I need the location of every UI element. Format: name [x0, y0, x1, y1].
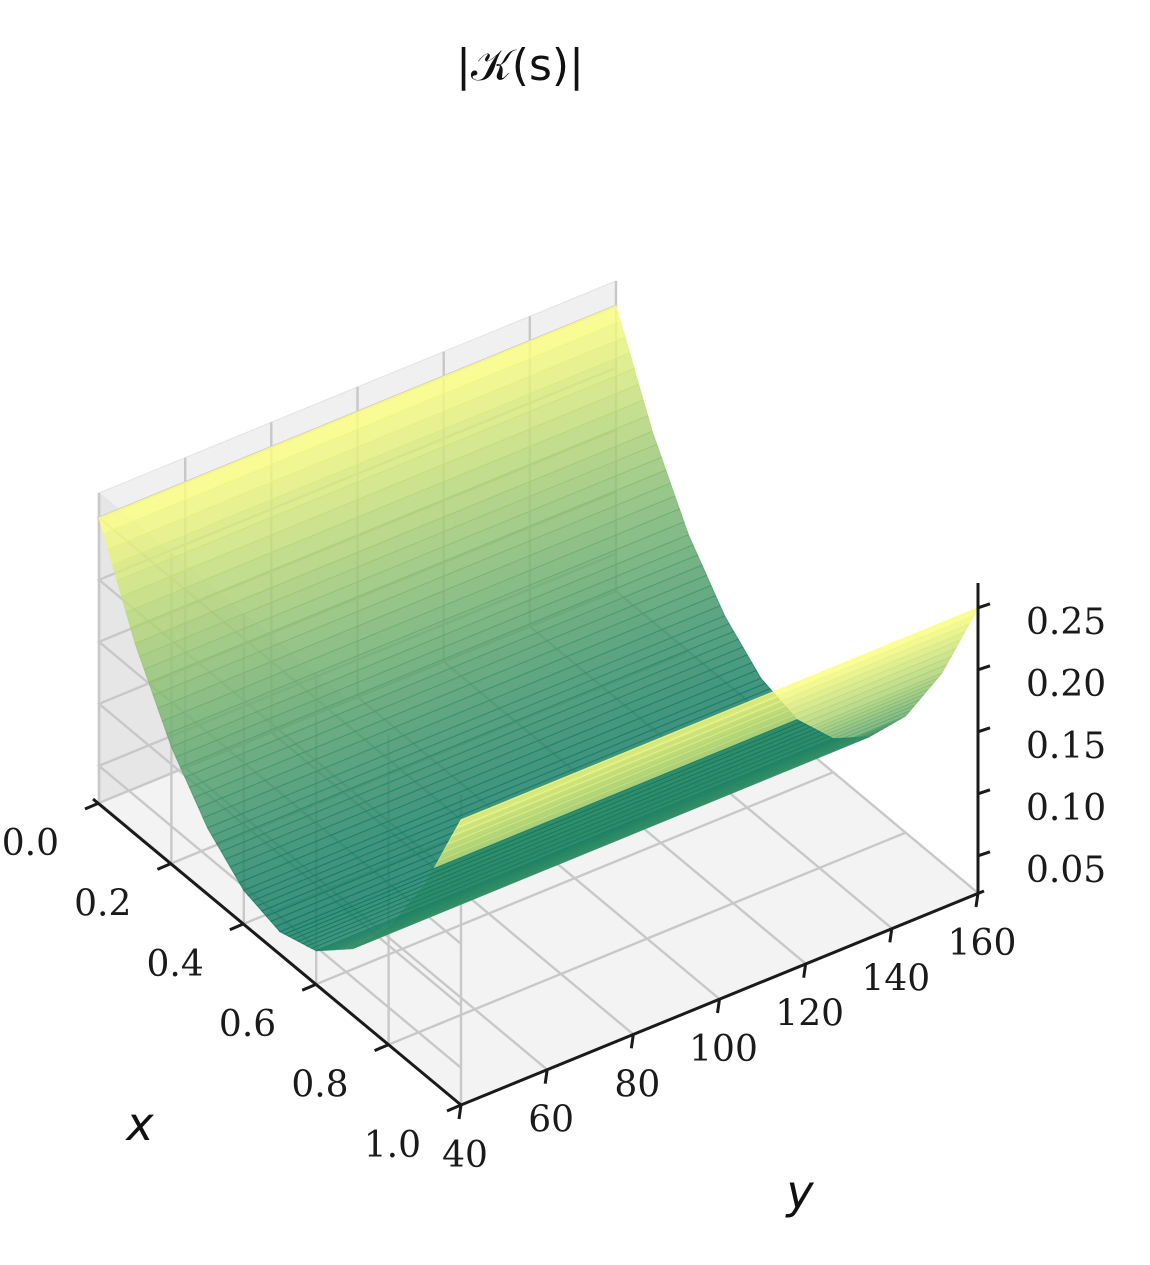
x-tick-label: 0.6 — [219, 1004, 276, 1045]
z-tick-mark — [977, 788, 991, 796]
z-tick-label: 0.05 — [1026, 850, 1106, 891]
y-tick-label: 120 — [775, 994, 844, 1035]
y-axis-title: y — [784, 1165, 814, 1219]
chart-title: |𝒦(s)| — [456, 40, 584, 91]
z-tick-label: 0.10 — [1026, 788, 1106, 829]
tick-labels: 0.0 0.2 0.4 0.6 0.8 1.0 40 60 80 100 120 140 1600.05… — [2, 602, 1106, 1176]
x-tick-label: 0.8 — [291, 1065, 348, 1106]
x-tick-mark — [84, 801, 100, 811]
x-tick-label: 0.0 — [2, 823, 59, 864]
surface-strip — [278, 719, 803, 935]
y-tick-label: 60 — [528, 1100, 574, 1141]
y-tick-label: 40 — [442, 1135, 488, 1176]
x-tick-mark — [446, 1103, 462, 1113]
z-tick-label: 0.25 — [1026, 602, 1106, 643]
y-tick-label: 140 — [861, 958, 930, 999]
z-tick-mark — [977, 850, 991, 858]
x-tick-mark — [156, 862, 172, 871]
y-tick-label: 80 — [614, 1064, 660, 1105]
z-tick-label: 0.20 — [1026, 664, 1106, 705]
z-tick-label: 0.15 — [1026, 726, 1106, 767]
y-tick-mark — [457, 1104, 463, 1120]
y-tick-mark — [629, 1034, 635, 1049]
x-tick-mark — [374, 1043, 390, 1052]
x-tick-label: 0.2 — [74, 883, 131, 924]
y-tick-mark — [716, 998, 721, 1014]
surface — [98, 305, 980, 952]
z-tick-mark — [977, 602, 991, 610]
y-tick-mark — [543, 1069, 549, 1084]
x-axis-line — [92, 797, 462, 1107]
y-axis-line — [460, 889, 985, 1107]
z-tick-mark — [977, 726, 991, 734]
y-tick-mark — [802, 963, 808, 978]
y-tick-label: 100 — [689, 1029, 758, 1070]
x-axis-title: x — [124, 1097, 154, 1151]
y-tick-label: 160 — [948, 923, 1017, 964]
x-tick-label: 1.0 — [364, 1125, 421, 1166]
x-tick-mark — [301, 982, 317, 992]
x-tick-mark — [229, 922, 245, 932]
y-tick-mark — [888, 928, 894, 943]
y-tick-mark — [974, 892, 980, 908]
axis-lines — [92, 583, 985, 1107]
x-tick-label: 0.4 — [147, 944, 204, 985]
z-tick-mark — [977, 664, 991, 672]
